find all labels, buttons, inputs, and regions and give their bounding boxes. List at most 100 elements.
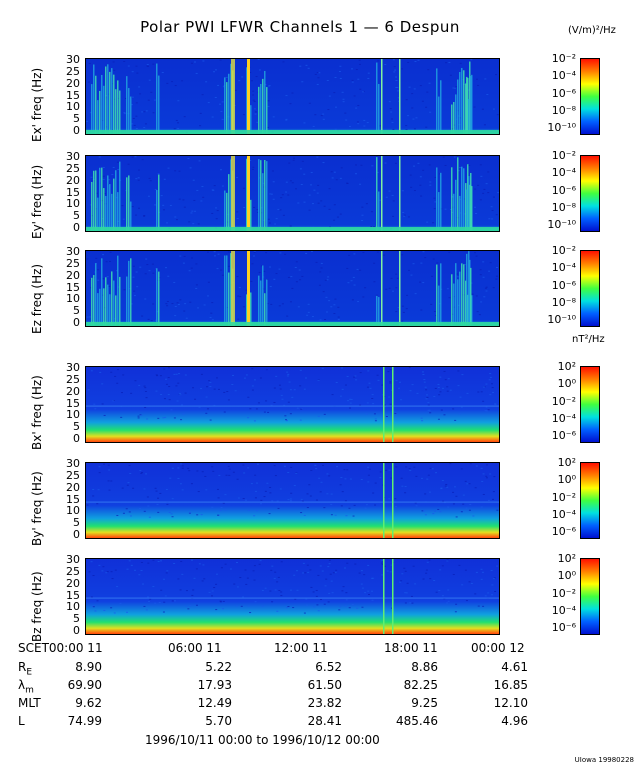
y-tick-label: 10 — [66, 504, 80, 518]
ephemeris-value: 9.25 — [411, 696, 438, 710]
spectrogram-panel-1 — [85, 155, 500, 232]
y-tick-label: 15 — [66, 588, 80, 602]
y-tick-label: 10 — [66, 408, 80, 422]
ephemeris-value: 4.96 — [501, 714, 528, 728]
colorbar-label: 10⁻⁸ — [551, 295, 576, 309]
ephemeris-value: 6.52 — [315, 660, 342, 674]
colorbar-1 — [580, 155, 600, 232]
ephemeris-value: 61.50 — [307, 678, 342, 692]
colorbar-label: 10⁻⁴ — [551, 411, 576, 425]
y-tick-label: 20 — [66, 576, 80, 590]
x-tick-label-3: 18:00 11 — [384, 641, 438, 655]
colorbar-label: 10⁻² — [551, 394, 576, 408]
y-tick-label: 30 — [66, 553, 80, 566]
ephemeris-row-label: L — [18, 714, 25, 728]
ephemeris-value: 9.62 — [75, 696, 102, 710]
ephemeris-value: 17.93 — [197, 678, 232, 692]
colorbar-label: 10⁻⁶ — [551, 183, 576, 197]
colorbar-label: 10⁻² — [551, 149, 576, 162]
y-tick-label: 15 — [66, 492, 80, 506]
y-axis-label-3: Bx' freq (Hz) — [30, 374, 44, 450]
ephemeris-value: 28.41 — [307, 714, 342, 728]
y-tick-label: 0 — [73, 528, 80, 541]
colorbar-label: 10⁻¹⁰ — [547, 218, 576, 231]
colorbar-label: 10⁻⁶ — [551, 621, 576, 634]
y-tick-label: 5 — [73, 112, 80, 126]
x-tick-label-1: 06:00 11 — [168, 641, 222, 655]
ephemeris-value: 74.99 — [67, 714, 102, 728]
y-tick-label: 10 — [66, 197, 80, 211]
y-tick-label: 10 — [66, 292, 80, 306]
magnetic-units: nT²/Hz — [572, 334, 605, 345]
ephemeris-value: 5.22 — [205, 660, 232, 674]
y-tick-label: 5 — [73, 304, 80, 318]
colorbar-label: 10⁻⁴ — [551, 261, 576, 275]
colorbar-label: 10⁻⁴ — [551, 507, 576, 521]
x-tick-label-4: 00:00 12 — [471, 641, 525, 655]
y-axis-label-1: Ey' freq (Hz) — [30, 164, 44, 239]
colorbar-label: 10⁻⁶ — [551, 278, 576, 292]
colorbar-5 — [580, 558, 600, 635]
y-tick-label: 25 — [66, 372, 80, 386]
spectrogram-panel-2 — [85, 250, 500, 327]
y-tick-label: 20 — [66, 480, 80, 494]
colorbar-label: 10⁻² — [551, 244, 576, 257]
y-tick-label: 25 — [66, 468, 80, 482]
colorbar-label: 10⁻⁶ — [551, 86, 576, 100]
y-tick-label: 20 — [66, 268, 80, 282]
colorbar-0 — [580, 58, 600, 135]
colorbar-label: 10⁻⁸ — [551, 103, 576, 117]
ephemeris-value: 485.46 — [396, 714, 438, 728]
colorbar-label: 10² — [557, 552, 576, 565]
y-tick-label: 15 — [66, 185, 80, 199]
y-tick-label: 30 — [66, 150, 80, 163]
colorbar-label: 10⁻⁶ — [551, 525, 576, 538]
y-tick-label: 15 — [66, 88, 80, 102]
colorbar-label: 10² — [557, 360, 576, 373]
y-tick-label: 30 — [66, 457, 80, 470]
electric-units: (V/m)²/Hz — [568, 25, 616, 36]
colorbar-label: 10⁻⁶ — [551, 429, 576, 442]
y-tick-label: 0 — [73, 624, 80, 637]
y-tick-label: 25 — [66, 161, 80, 175]
colorbar-label: 10⁻² — [551, 586, 576, 600]
y-tick-label: 0 — [73, 316, 80, 329]
colorbar-label: 10² — [557, 456, 576, 469]
y-tick-label: 10 — [66, 600, 80, 614]
y-tick-label: 15 — [66, 280, 80, 294]
colorbar-label: 10⁰ — [557, 377, 576, 391]
y-tick-label: 5 — [73, 612, 80, 626]
ephemeris-value: 5.70 — [205, 714, 232, 728]
y-tick-label: 30 — [66, 361, 80, 374]
y-tick-label: 25 — [66, 564, 80, 578]
date-range: 1996/10/11 00:00 to 1996/10/12 00:00 — [145, 733, 380, 747]
ephemeris-value: 8.86 — [411, 660, 438, 674]
y-tick-label: 5 — [73, 209, 80, 223]
y-tick-label: 25 — [66, 64, 80, 78]
y-tick-label: 25 — [66, 256, 80, 270]
ephemeris-value: 4.61 — [501, 660, 528, 674]
ephemeris-value: 16.85 — [493, 678, 528, 692]
x-tick-label-2: 12:00 11 — [274, 641, 328, 655]
ephemeris-row-label: MLT — [18, 696, 41, 710]
colorbar-label: 10⁻² — [551, 490, 576, 504]
y-axis-label-0: Ex' freq (Hz) — [30, 67, 44, 142]
y-tick-label: 20 — [66, 384, 80, 398]
colorbar-label: 10⁰ — [557, 473, 576, 487]
ephemeris-value: 12.49 — [197, 696, 232, 710]
y-tick-label: 5 — [73, 516, 80, 530]
spectrogram-panel-3 — [85, 366, 500, 443]
y-tick-label: 15 — [66, 396, 80, 410]
colorbar-4 — [580, 462, 600, 539]
y-axis-label-5: Bz freq (Hz) — [30, 570, 44, 642]
spectrogram-panel-0 — [85, 58, 500, 135]
chart-title: Polar PWI LFWR Channels 1 — 6 Despun — [140, 18, 460, 36]
colorbar-3 — [580, 366, 600, 443]
credit-label: UIowa 19980228 — [574, 756, 634, 764]
ephemeris-value: 82.25 — [403, 678, 438, 692]
y-tick-label: 30 — [66, 53, 80, 66]
y-tick-label: 10 — [66, 100, 80, 114]
ephemeris-value: 69.90 — [67, 678, 102, 692]
colorbar-2 — [580, 250, 600, 327]
ephemeris-row-label: RE — [18, 660, 33, 678]
